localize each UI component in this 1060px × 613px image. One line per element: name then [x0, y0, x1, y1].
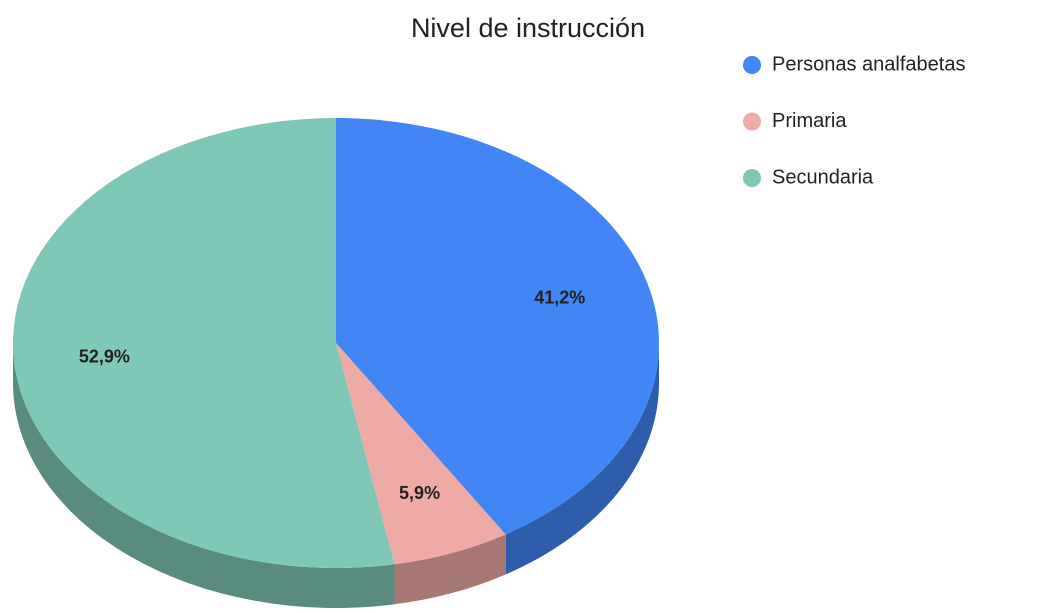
legend-swatch [743, 169, 761, 187]
legend-label: Primaria [772, 110, 847, 132]
legend-swatch [743, 56, 761, 74]
slice [12, 118, 395, 569]
value-label: 41,2% [534, 288, 585, 308]
legend-label: Secundaria [772, 166, 874, 188]
legend-label: Personas analfabetas [772, 53, 965, 75]
slice-side [394, 534, 506, 605]
slice-side [505, 343, 659, 575]
chart-title: Nivel de instrucción [411, 13, 645, 43]
slice [336, 118, 660, 535]
value-label: 52,9% [79, 346, 130, 366]
slice-side [13, 343, 395, 608]
value-label: 5,9% [399, 483, 440, 503]
legend-swatch [743, 112, 761, 131]
slice [336, 343, 506, 565]
